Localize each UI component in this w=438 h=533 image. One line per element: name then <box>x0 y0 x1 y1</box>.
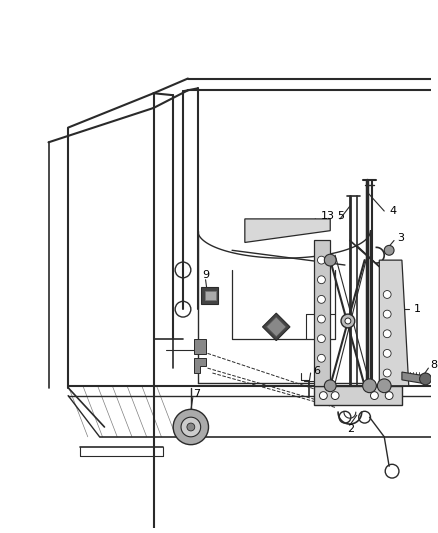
Circle shape <box>331 392 339 400</box>
Circle shape <box>378 379 391 393</box>
Circle shape <box>173 409 208 445</box>
Text: 5: 5 <box>337 211 344 221</box>
Circle shape <box>318 276 325 284</box>
Polygon shape <box>205 290 216 301</box>
Text: 7: 7 <box>193 389 200 399</box>
Circle shape <box>383 350 391 357</box>
Circle shape <box>341 314 355 328</box>
Text: 2: 2 <box>347 424 354 434</box>
Circle shape <box>181 417 201 437</box>
Circle shape <box>383 290 391 298</box>
Polygon shape <box>201 287 218 304</box>
Circle shape <box>318 335 325 343</box>
Text: 8: 8 <box>431 360 438 370</box>
Circle shape <box>383 369 391 377</box>
Polygon shape <box>314 386 402 406</box>
Circle shape <box>318 295 325 303</box>
Circle shape <box>420 373 431 385</box>
Text: 6: 6 <box>314 366 321 376</box>
Circle shape <box>383 330 391 338</box>
Polygon shape <box>194 358 205 373</box>
Circle shape <box>325 254 336 266</box>
Circle shape <box>325 380 336 392</box>
Circle shape <box>319 392 327 400</box>
Polygon shape <box>379 260 409 386</box>
Polygon shape <box>266 317 286 337</box>
Circle shape <box>384 245 394 255</box>
Circle shape <box>383 310 391 318</box>
Circle shape <box>363 379 376 393</box>
Circle shape <box>318 256 325 264</box>
Text: 4: 4 <box>389 206 396 216</box>
Circle shape <box>371 392 378 400</box>
Text: 13: 13 <box>321 211 335 221</box>
Text: 9: 9 <box>203 270 210 280</box>
Polygon shape <box>262 313 290 341</box>
Circle shape <box>345 318 351 324</box>
Circle shape <box>318 354 325 362</box>
Polygon shape <box>314 240 330 386</box>
Bar <box>194 338 205 354</box>
Polygon shape <box>402 372 425 384</box>
Circle shape <box>385 392 393 400</box>
Circle shape <box>318 315 325 323</box>
Polygon shape <box>245 219 330 243</box>
Text: 3: 3 <box>397 232 404 243</box>
Text: 1: 1 <box>413 304 420 314</box>
Circle shape <box>187 423 195 431</box>
